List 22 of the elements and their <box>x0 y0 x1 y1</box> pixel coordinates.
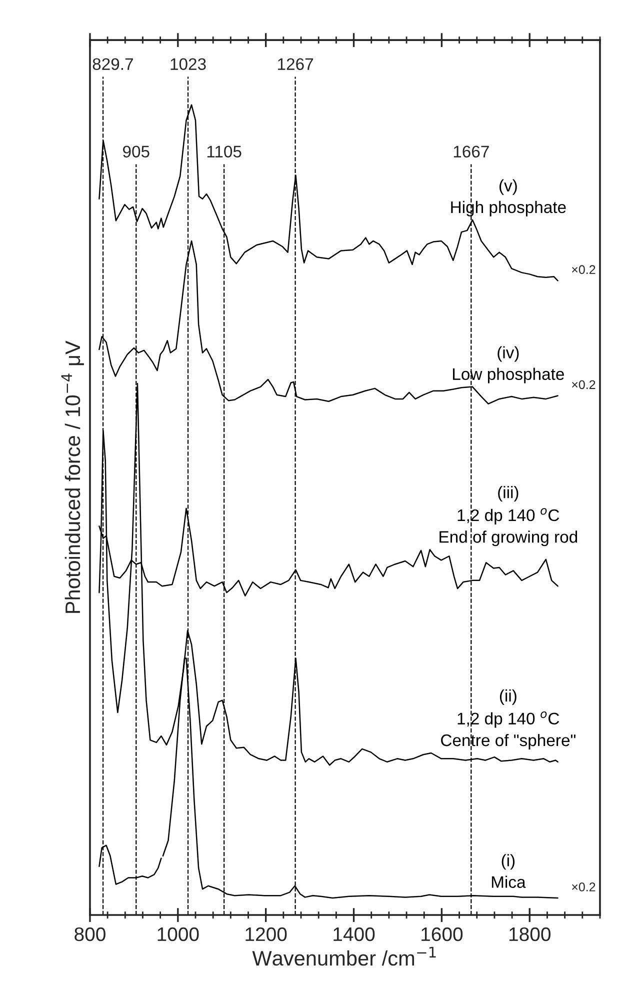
x-tick-label: 1200 <box>246 927 287 942</box>
series-label: (iii) 1,2 dp 140 $^{o}$C End of growing rod <box>440 486 578 546</box>
x-tick-label: 1600 <box>422 927 463 942</box>
y-axis-title: Photoinduced force / 10$^{−4}$ μV <box>61 340 84 613</box>
x-axis-title: Wavenumber /cm$^{−1}$ <box>252 946 436 966</box>
ref-line-label: 1023 <box>170 58 206 70</box>
annotation: ×0.2 <box>572 882 596 892</box>
annotation: ×0.2 <box>572 265 596 274</box>
series-label: (i) Mica <box>492 854 526 888</box>
ref-line-label: 905 <box>123 146 150 158</box>
x-tick-label: 800 <box>74 927 106 942</box>
series-label: (v) High phosphate <box>451 179 566 216</box>
series-label: (iv) Low phosphate <box>453 346 564 384</box>
x-tick-label: 1800 <box>509 927 550 942</box>
ref-line-label: 829.7 <box>92 58 133 70</box>
ref-line-label: 1267 <box>278 58 313 70</box>
x-tick-label: 1400 <box>334 927 375 942</box>
x-tick-label: 1000 <box>158 927 199 942</box>
series-label: (ii) 1,2 dp 140 $^{o}$C Centre of "sphere" <box>441 689 576 750</box>
ref-line-label: 1105 <box>207 146 242 158</box>
annotation: ×0.2 <box>572 380 596 390</box>
ref-line-label: 1667 <box>454 146 489 158</box>
